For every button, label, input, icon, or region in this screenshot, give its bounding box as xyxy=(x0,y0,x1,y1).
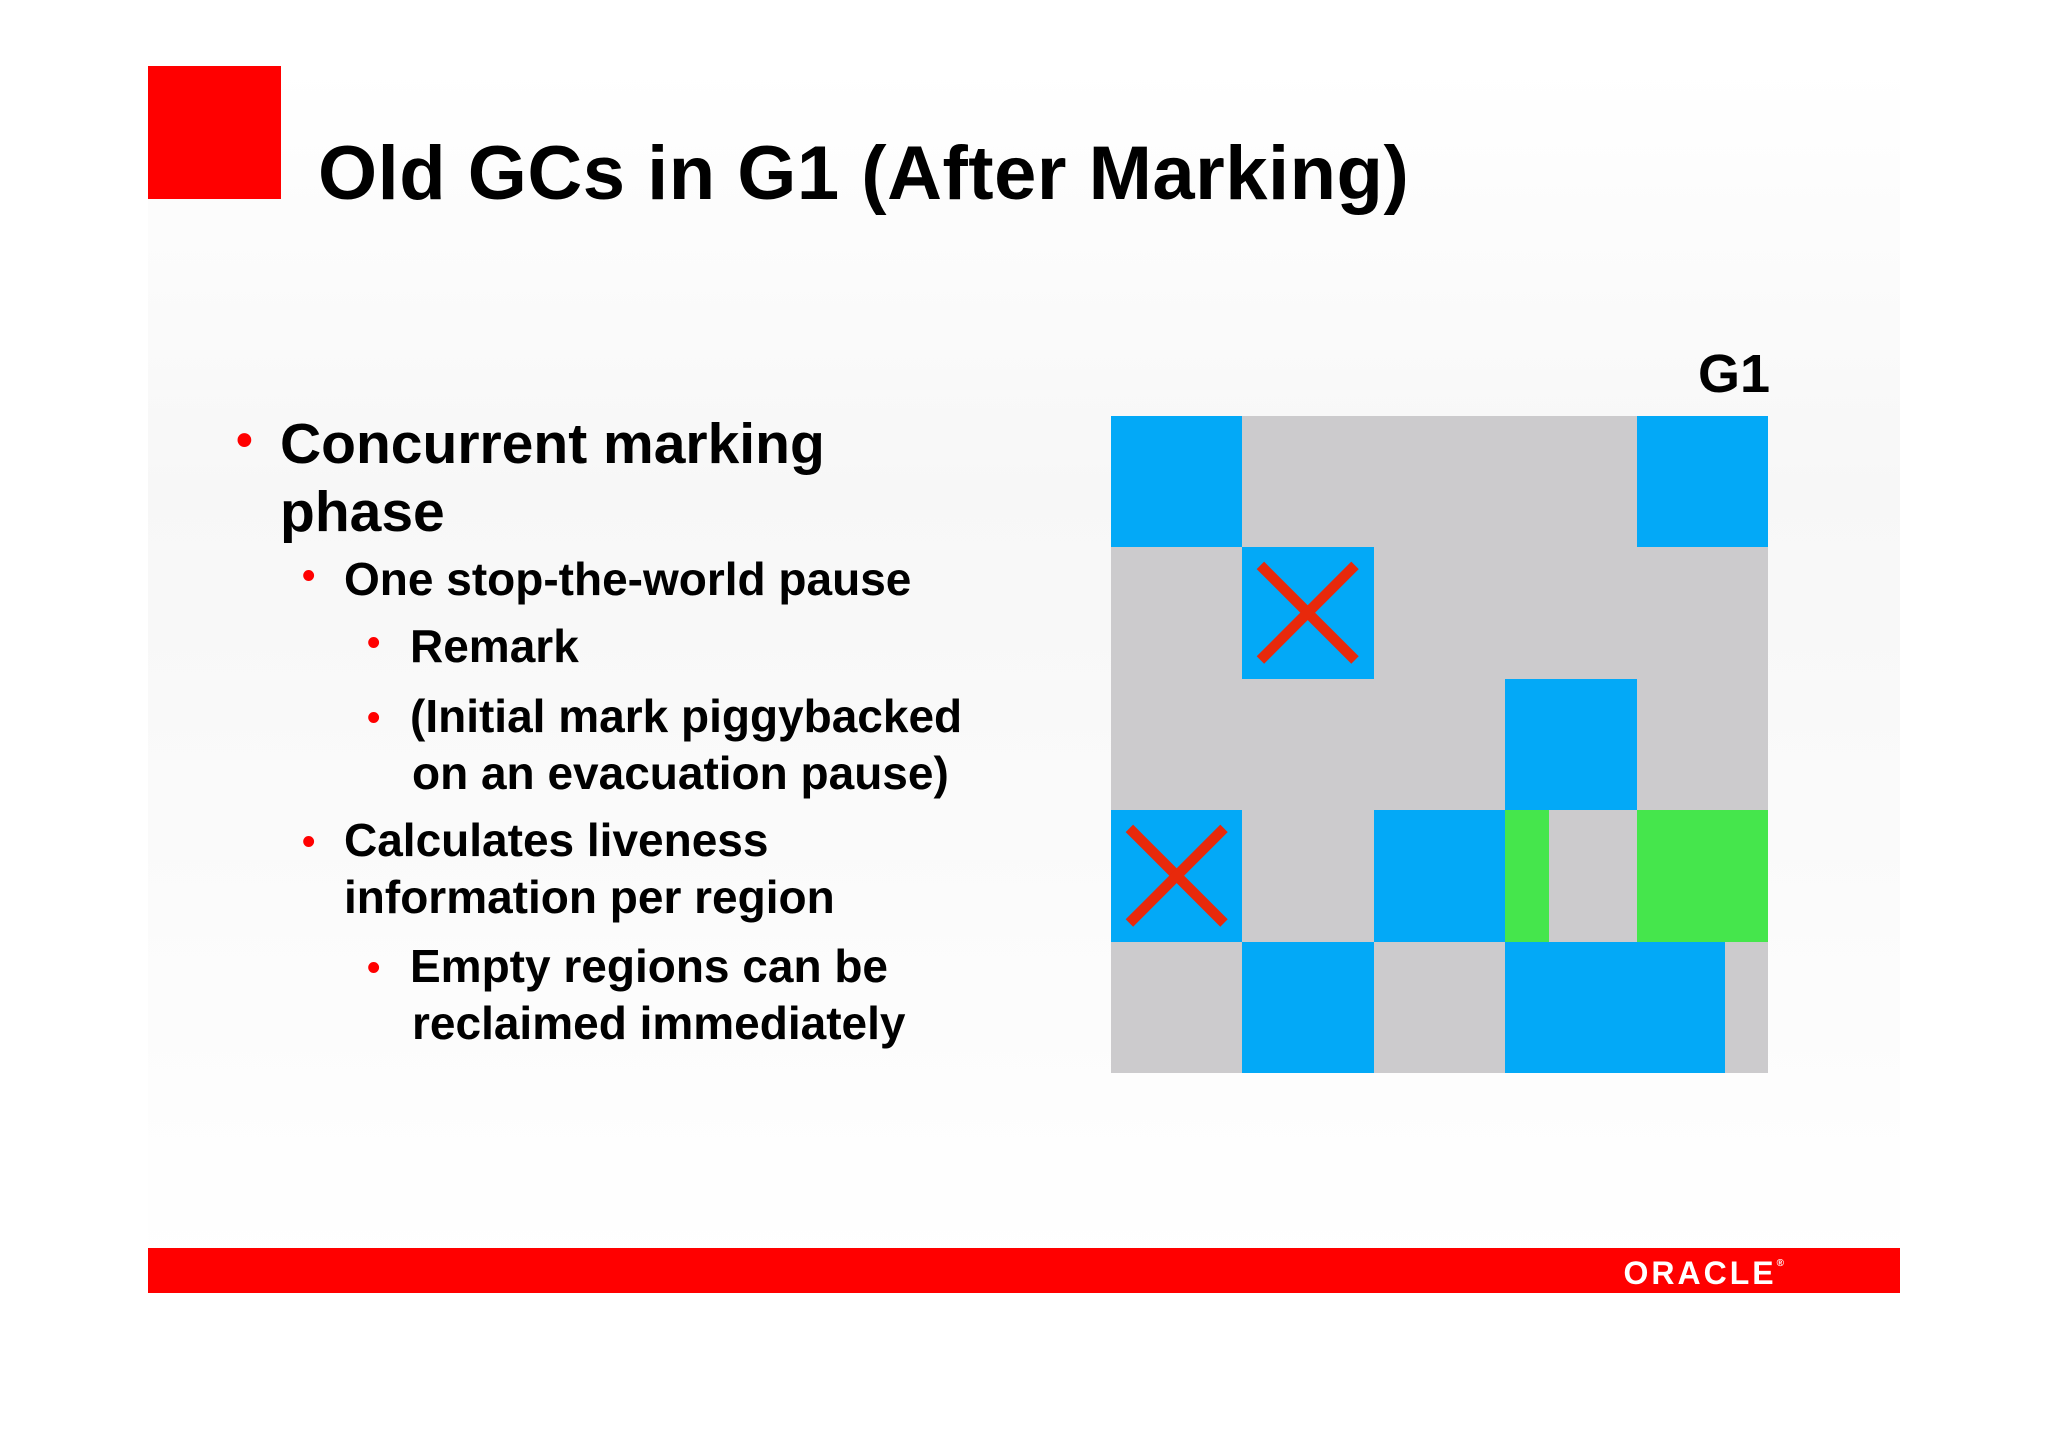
heap-region-old xyxy=(1111,416,1243,548)
oracle-logo-text: ORACLE xyxy=(1623,1255,1777,1291)
oracle-logo: ORACLE® xyxy=(1624,1255,1784,1292)
bullet-dot: • xyxy=(302,555,316,597)
bullet-dot: • xyxy=(236,414,253,467)
heap-region-grid xyxy=(1111,416,1768,1073)
heap-region-old xyxy=(1242,941,1374,1073)
bullet-empty-regions: • Empty regions can be reclaimed immedia… xyxy=(367,938,906,1052)
bullet-line: phase xyxy=(280,480,445,545)
heap-region-young xyxy=(1636,810,1768,942)
heap-region-old xyxy=(1636,941,1725,1073)
heap-region-old xyxy=(1373,810,1506,942)
bullet-line: One stop-the-world pause xyxy=(344,553,912,605)
bullet-line: Calculates liveness xyxy=(344,814,769,866)
bullet-stop-the-world: • One stop-the-world pause xyxy=(302,552,912,607)
bullet-line: information per region xyxy=(344,871,835,923)
bullet-line: Empty regions can be xyxy=(410,940,889,992)
diagram-label: G1 xyxy=(1697,344,1770,404)
registered-mark: ® xyxy=(1776,1258,1784,1270)
bullet-initial-mark: • (Initial mark piggybacked on an evacua… xyxy=(367,688,963,802)
bullet-line: (Initial mark piggybacked xyxy=(410,690,963,742)
corner-accent-square xyxy=(148,66,281,199)
bullet-line: Remark xyxy=(410,620,579,672)
bullet-dot: • xyxy=(302,821,316,863)
bullet-dot: • xyxy=(367,622,381,664)
bullet-dot: • xyxy=(367,947,381,989)
heap-region-old xyxy=(1636,416,1768,548)
bullet-liveness: • Calculates liveness information per re… xyxy=(302,812,835,926)
heap-region-old xyxy=(1505,941,1637,1073)
footer-bar: ORACLE® xyxy=(148,1248,1900,1293)
bullet-concurrent-marking: • Concurrent marking phase xyxy=(236,410,825,547)
heap-region-old xyxy=(1505,678,1637,811)
reclaimed-cross-icon xyxy=(1111,810,1242,941)
bullet-line: reclaimed immediately xyxy=(412,997,906,1049)
slide-title: Old GCs in G1 (After Marking) xyxy=(318,131,1410,216)
bullet-line: Concurrent marking xyxy=(280,412,825,476)
reclaimed-cross-icon xyxy=(1242,547,1373,678)
bullet-line: on an evacuation pause) xyxy=(412,747,949,799)
heap-region-young xyxy=(1505,810,1549,942)
bullet-dot: • xyxy=(367,697,381,739)
bullet-remark: • Remark xyxy=(367,619,579,674)
